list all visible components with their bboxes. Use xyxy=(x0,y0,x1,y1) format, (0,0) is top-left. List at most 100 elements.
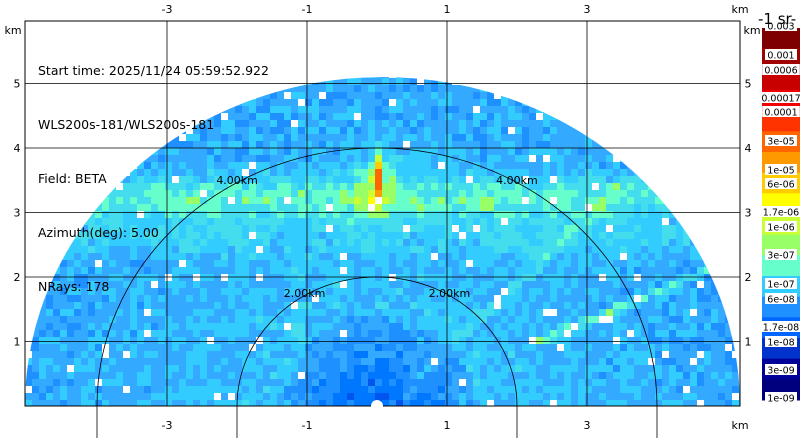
beta-cell xyxy=(137,267,144,274)
beta-cell xyxy=(214,141,221,148)
beta-cell xyxy=(375,393,382,400)
beta-cell xyxy=(403,120,410,127)
beta-cell xyxy=(718,386,725,393)
beta-cell xyxy=(683,113,690,120)
beta-cell xyxy=(249,358,256,365)
beta-cell xyxy=(347,379,354,386)
beta-cell xyxy=(571,218,578,225)
beta-cell xyxy=(74,316,81,323)
beta-cell xyxy=(67,330,74,337)
beta-cell xyxy=(641,309,648,316)
beta-cell xyxy=(515,120,522,127)
beta-cell xyxy=(585,155,592,162)
beta-cell xyxy=(459,337,466,344)
beta-cell xyxy=(284,267,291,274)
beta-cell xyxy=(270,260,277,267)
beta-cell xyxy=(732,400,739,407)
beta-cell xyxy=(417,372,424,379)
beta-cell xyxy=(165,169,172,176)
beta-cell xyxy=(627,120,634,127)
beta-cell xyxy=(319,344,326,351)
colorbar-label: 0.003 xyxy=(767,22,794,33)
beta-cell xyxy=(186,302,193,309)
beta-cell xyxy=(53,316,60,323)
beta-cell xyxy=(410,78,417,85)
beta-cell xyxy=(144,211,151,218)
beta-cell xyxy=(529,393,536,400)
beta-cell xyxy=(179,141,186,148)
beta-cell xyxy=(123,372,130,379)
beta-cell xyxy=(452,260,459,267)
beta-cell xyxy=(627,127,634,134)
beta-cell xyxy=(312,85,319,92)
beta-cell xyxy=(592,78,599,85)
beta-cell xyxy=(431,106,438,113)
beta-cell xyxy=(718,281,725,288)
beta-cell xyxy=(543,239,550,246)
beta-cell xyxy=(459,344,466,351)
beta-cell xyxy=(326,176,333,183)
beta-cell xyxy=(557,351,564,358)
beta-cell xyxy=(648,162,655,169)
beta-cell xyxy=(88,295,95,302)
beta-cell xyxy=(354,358,361,365)
beta-cell xyxy=(494,372,501,379)
beta-cell xyxy=(459,260,466,267)
beta-cell xyxy=(578,372,585,379)
beta-cell xyxy=(46,379,53,386)
beta-cell xyxy=(655,316,662,323)
beta-cell xyxy=(165,386,172,393)
beta-cell xyxy=(228,316,235,323)
beta-cell xyxy=(466,253,473,260)
beta-cell xyxy=(578,162,585,169)
beta-cell xyxy=(522,323,529,330)
beta-cell xyxy=(459,330,466,337)
beta-cell xyxy=(81,274,88,281)
beta-cell xyxy=(130,365,137,372)
beta-cell xyxy=(564,141,571,148)
colorbar-label-box xyxy=(765,364,797,375)
beta-cell xyxy=(655,92,662,99)
beta-cell xyxy=(473,379,480,386)
beta-cell xyxy=(165,379,172,386)
beta-cell xyxy=(354,169,361,176)
beta-cell xyxy=(319,274,326,281)
beta-cell xyxy=(326,232,333,239)
beta-cell xyxy=(592,316,599,323)
beta-cell xyxy=(81,337,88,344)
beta-cell xyxy=(130,239,137,246)
beta-cell xyxy=(592,113,599,120)
beta-cell xyxy=(235,176,242,183)
beta-cell xyxy=(480,127,487,134)
beta-cell xyxy=(529,225,536,232)
beta-cell xyxy=(333,99,340,106)
beta-cell xyxy=(557,323,564,330)
beta-cell xyxy=(634,309,641,316)
beta-cell xyxy=(207,379,214,386)
beta-cell xyxy=(235,253,242,260)
beta-cell xyxy=(585,113,592,120)
beta-cell xyxy=(263,211,270,218)
beta-cell xyxy=(305,169,312,176)
beta-cell xyxy=(711,77,718,78)
beta-cell xyxy=(368,372,375,379)
beta-cell xyxy=(207,274,214,281)
beta-cell xyxy=(676,316,683,323)
beta-cell xyxy=(172,204,179,211)
beta-cell xyxy=(641,260,648,267)
beta-cell xyxy=(347,239,354,246)
beta-cell xyxy=(193,323,200,330)
y-tick-label-right: 2 xyxy=(745,271,752,284)
beta-cell xyxy=(690,197,697,204)
beta-cell xyxy=(669,92,676,99)
beta-cell xyxy=(431,330,438,337)
beta-cell xyxy=(256,204,263,211)
beta-cell xyxy=(543,92,550,99)
beta-cell xyxy=(389,127,396,134)
beta-cell xyxy=(109,281,116,288)
range-ring-label: 4.00km xyxy=(496,174,538,187)
beta-cell xyxy=(529,92,536,99)
beta-cell xyxy=(123,400,130,407)
colorbar-label-box xyxy=(762,106,800,117)
beta-cell xyxy=(445,211,452,218)
